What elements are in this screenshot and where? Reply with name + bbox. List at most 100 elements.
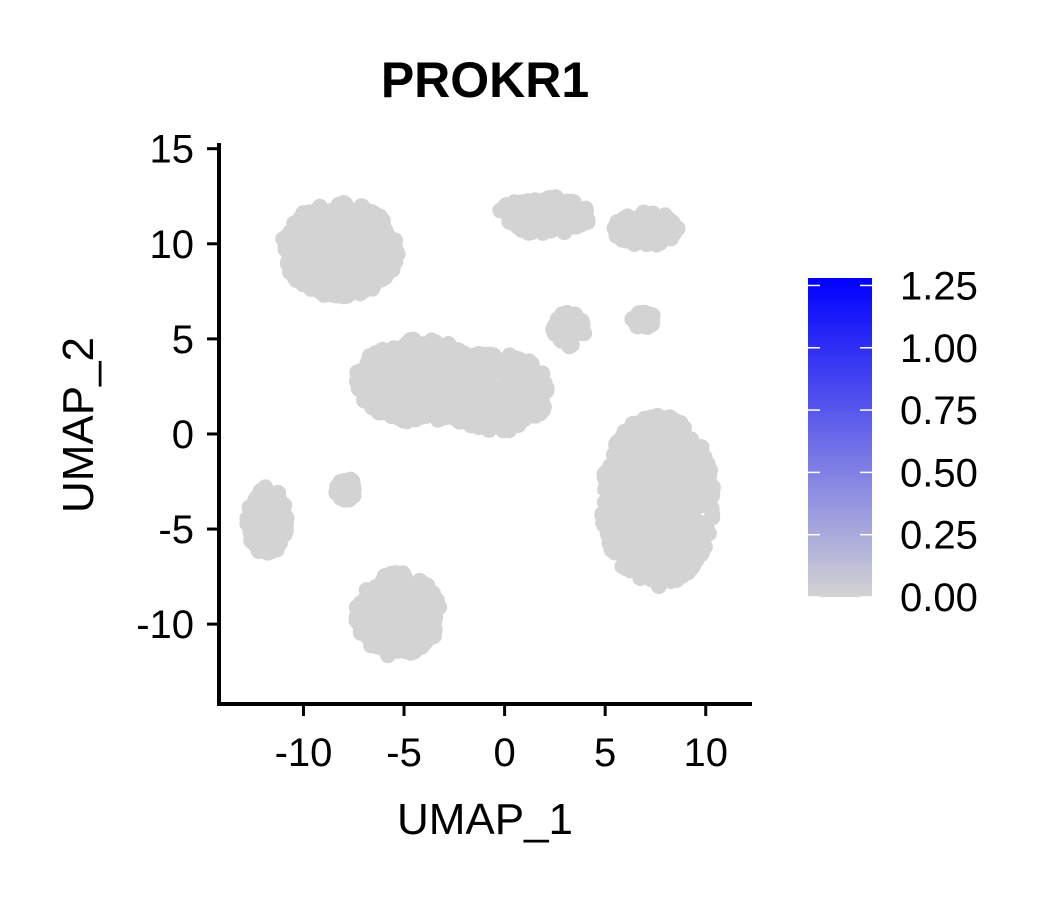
cell-point	[465, 365, 482, 382]
cell-point	[534, 224, 551, 241]
colorbar-tick-label: 1.25	[900, 264, 978, 308]
cell-point	[602, 459, 619, 476]
y-tick-label: -5	[158, 508, 194, 552]
cell-point	[350, 601, 367, 618]
cell-point	[629, 527, 646, 544]
cell-point	[661, 465, 678, 481]
y-axis-label: UMAP_2	[54, 337, 103, 513]
cell-point	[494, 404, 510, 421]
cell-point	[613, 513, 630, 530]
cell-point	[377, 626, 394, 643]
axes: -10 -5 0 5 10 -10 -5 0 5 10 15	[136, 128, 752, 775]
cell-point	[259, 541, 276, 558]
cell-point	[645, 205, 662, 222]
cell-point	[661, 409, 678, 426]
cell-point	[357, 269, 374, 286]
y-tick-label: 10	[150, 223, 195, 267]
cell-point	[568, 204, 585, 221]
y-tick-label: -10	[136, 603, 194, 647]
cell-point	[425, 338, 442, 355]
cell-point	[678, 541, 695, 558]
cell-point	[535, 380, 551, 396]
y-tick-label: 15	[150, 128, 195, 172]
x-tick-label: -5	[386, 731, 422, 775]
cell-point	[413, 627, 430, 644]
cell-point	[261, 513, 278, 529]
cell-point	[560, 313, 577, 330]
cell-point	[640, 566, 657, 583]
cell-point	[402, 387, 419, 404]
cell-point	[387, 232, 404, 249]
cell-point	[630, 209, 647, 226]
cell-point	[646, 454, 663, 471]
cell-point	[696, 538, 713, 555]
cell-point	[406, 353, 423, 370]
cell-point	[607, 220, 624, 236]
cell-point	[275, 525, 292, 542]
cell-point	[681, 443, 698, 460]
cell-point	[630, 318, 647, 335]
colorbar-tick-label: 0.25	[900, 514, 978, 558]
cell-point	[692, 497, 709, 514]
cell-point	[609, 539, 626, 556]
cell-point	[630, 423, 647, 440]
colorbar-legend: 0.00 0.25 0.50 0.75 1.00 1.25	[808, 264, 978, 620]
cell-point	[417, 590, 434, 607]
cell-point	[406, 643, 423, 660]
cell-point	[342, 482, 359, 499]
cell-point	[271, 491, 288, 508]
cell-point	[549, 211, 566, 228]
cell-point	[576, 325, 593, 342]
cell-point	[596, 494, 613, 511]
cell-point	[691, 514, 708, 531]
cell-point	[275, 230, 292, 247]
cell-point	[477, 406, 494, 423]
cell-point	[459, 382, 476, 399]
cell-point	[295, 239, 312, 256]
cell-point	[348, 209, 365, 226]
cell-point	[393, 399, 410, 416]
colorbar-tick-label: 0.00	[900, 576, 978, 620]
cell-point	[663, 544, 680, 561]
cell-point	[338, 237, 355, 254]
cell-point	[638, 506, 655, 523]
cell-point	[349, 364, 366, 381]
cell-point	[304, 214, 321, 231]
cell-point	[511, 386, 528, 403]
cell-point	[290, 217, 307, 234]
cell-point	[660, 569, 677, 586]
cell-point	[440, 345, 457, 362]
x-tick-label: 5	[594, 731, 616, 775]
colorbar	[808, 278, 872, 597]
cell-point	[376, 568, 393, 584]
cell-point	[612, 444, 629, 461]
colorbar-tick-label: 0.75	[900, 389, 978, 433]
cell-point	[511, 366, 528, 383]
cell-point	[435, 371, 452, 388]
cell-point	[704, 509, 721, 526]
cell-point	[700, 466, 717, 483]
cell-point	[475, 350, 492, 367]
cell-point	[405, 403, 422, 419]
cell-point	[321, 254, 338, 271]
cell-point	[636, 490, 653, 507]
y-tick-label: 5	[172, 318, 194, 362]
cell-point	[661, 494, 678, 511]
cell-point	[635, 543, 652, 560]
cell-point	[410, 614, 427, 631]
cell-point	[611, 483, 628, 500]
cell-point	[388, 641, 405, 658]
cell-point	[373, 600, 390, 617]
cell-point	[335, 195, 352, 211]
cell-point	[533, 192, 550, 209]
x-tick-label: 10	[683, 731, 728, 775]
cell-point	[532, 405, 549, 422]
cell-point	[374, 341, 391, 358]
x-tick-label: 0	[493, 731, 515, 775]
cell-point	[635, 435, 652, 452]
cell-point	[427, 359, 444, 376]
cell-point	[350, 282, 367, 299]
cell-point	[511, 411, 528, 428]
cell-point	[676, 495, 692, 512]
